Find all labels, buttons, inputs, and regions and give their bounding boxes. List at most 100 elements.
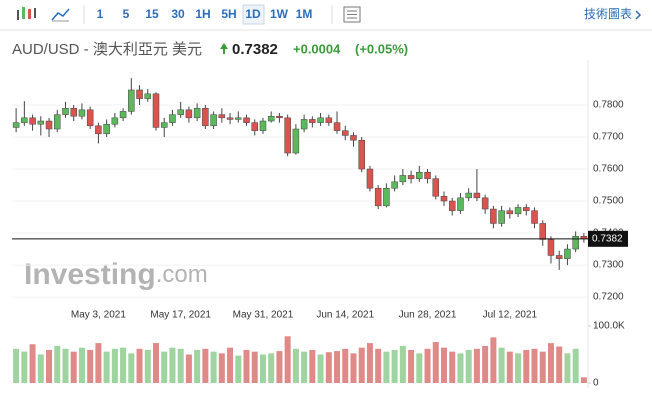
candle-body [539, 223, 546, 240]
candle-body [572, 236, 579, 250]
y-tick-label: 0.7700 [593, 132, 624, 143]
x-tick-label: Jun 28, 2021 [399, 310, 457, 321]
candle-body [523, 207, 530, 211]
candle-body [243, 117, 250, 123]
interval-button[interactable]: 1 [97, 7, 104, 21]
volume-bar [350, 353, 357, 383]
candle-body [202, 107, 209, 127]
area-icon[interactable] [51, 8, 70, 22]
candle-body [383, 187, 390, 207]
volume-bar [177, 348, 184, 383]
volume-bar [136, 348, 143, 383]
volume-bar [334, 351, 341, 383]
volume-bar [161, 351, 168, 383]
candle-body [193, 107, 201, 119]
candle-body [490, 208, 497, 224]
watermark: Investing.com [24, 258, 208, 291]
interval-button[interactable]: 1H [195, 7, 210, 21]
interval-button[interactable]: 15 [145, 7, 159, 21]
volume-bar [580, 377, 587, 383]
candle-body [95, 125, 102, 135]
up-arrow [220, 43, 228, 54]
candle-body [350, 135, 357, 141]
candle-body [210, 114, 217, 127]
candle-body [78, 109, 86, 117]
candle-body [333, 122, 341, 131]
interval-button[interactable]: 1M [296, 7, 313, 21]
volume-bar [210, 351, 217, 383]
watermark-suffix: .com [156, 261, 208, 288]
volume-bar [29, 344, 36, 383]
interval-button[interactable]: 5 [123, 7, 130, 21]
volume-bar [399, 345, 406, 383]
volume-bar [490, 337, 497, 383]
volume-bar [103, 351, 110, 383]
candle-body [160, 122, 168, 128]
candle-body [128, 89, 135, 112]
candle-body [45, 120, 53, 130]
candle-body [391, 181, 398, 189]
y-tick-label: 0.7600 [593, 164, 624, 175]
candle-body [292, 128, 300, 154]
volume-bar [202, 348, 209, 383]
interval-button[interactable]: 1W [270, 7, 289, 21]
candle-body [317, 117, 324, 123]
volume-bar [383, 351, 390, 383]
candle-body [177, 109, 184, 115]
candle-body [374, 187, 382, 207]
last-price-label: 0.7382 [592, 233, 623, 244]
candle-body [473, 192, 481, 199]
candle-body [235, 117, 242, 120]
x-tick-label: Jul 12, 2021 [483, 310, 538, 321]
volume-bar [482, 345, 489, 383]
header-price: 0.7382 [232, 41, 278, 58]
volume-bar [375, 348, 382, 383]
header-change-pct: (+0.05%) [355, 41, 408, 56]
candle-body [448, 200, 456, 211]
interval-button[interactable]: 1D [245, 7, 261, 21]
candle-body [144, 93, 152, 99]
volume-bar [70, 351, 77, 383]
candle-body [111, 117, 119, 125]
candle-body [54, 114, 61, 130]
volume-bar [87, 349, 94, 383]
x-tick-label: Jun 14, 2021 [316, 310, 374, 321]
volume-bar [111, 348, 118, 383]
volume-bar [539, 351, 546, 383]
y-tick-label: 0.7300 [593, 260, 624, 271]
candle-icon[interactable] [17, 7, 36, 20]
candle-body [416, 171, 423, 179]
candle-body [12, 122, 20, 128]
volume-bar [251, 351, 258, 383]
y-tick-label: 0.7200 [593, 292, 624, 303]
volume-bar [366, 343, 373, 383]
selected-button-frame [242, 4, 265, 25]
volume-bar [194, 349, 201, 383]
candle-body [29, 117, 36, 125]
candle-body [259, 120, 267, 131]
volume-bar [408, 349, 415, 383]
volume-bar [572, 348, 579, 383]
volume-bar [185, 354, 192, 383]
volume-bar [276, 351, 283, 383]
candle-body [86, 109, 94, 127]
volume-bar [284, 336, 291, 383]
candle-body [325, 117, 333, 123]
settings-icon[interactable] [343, 6, 361, 23]
technical-chart-link[interactable]: 技術圖表 [584, 7, 632, 21]
candle-body [498, 210, 505, 224]
candle-body [531, 210, 538, 224]
volume-bar [144, 349, 151, 383]
volume-bar [457, 353, 464, 383]
volume-bar [309, 349, 316, 383]
volume-bar [556, 346, 563, 383]
interval-button[interactable]: 30 [171, 7, 185, 21]
candle-body [407, 175, 415, 179]
volume-bar [37, 354, 44, 383]
volume-bar [317, 354, 324, 383]
interval-button[interactable]: 5H [221, 7, 236, 21]
x-tick-label: May 31, 2021 [233, 310, 294, 321]
volume-bar [301, 351, 308, 383]
